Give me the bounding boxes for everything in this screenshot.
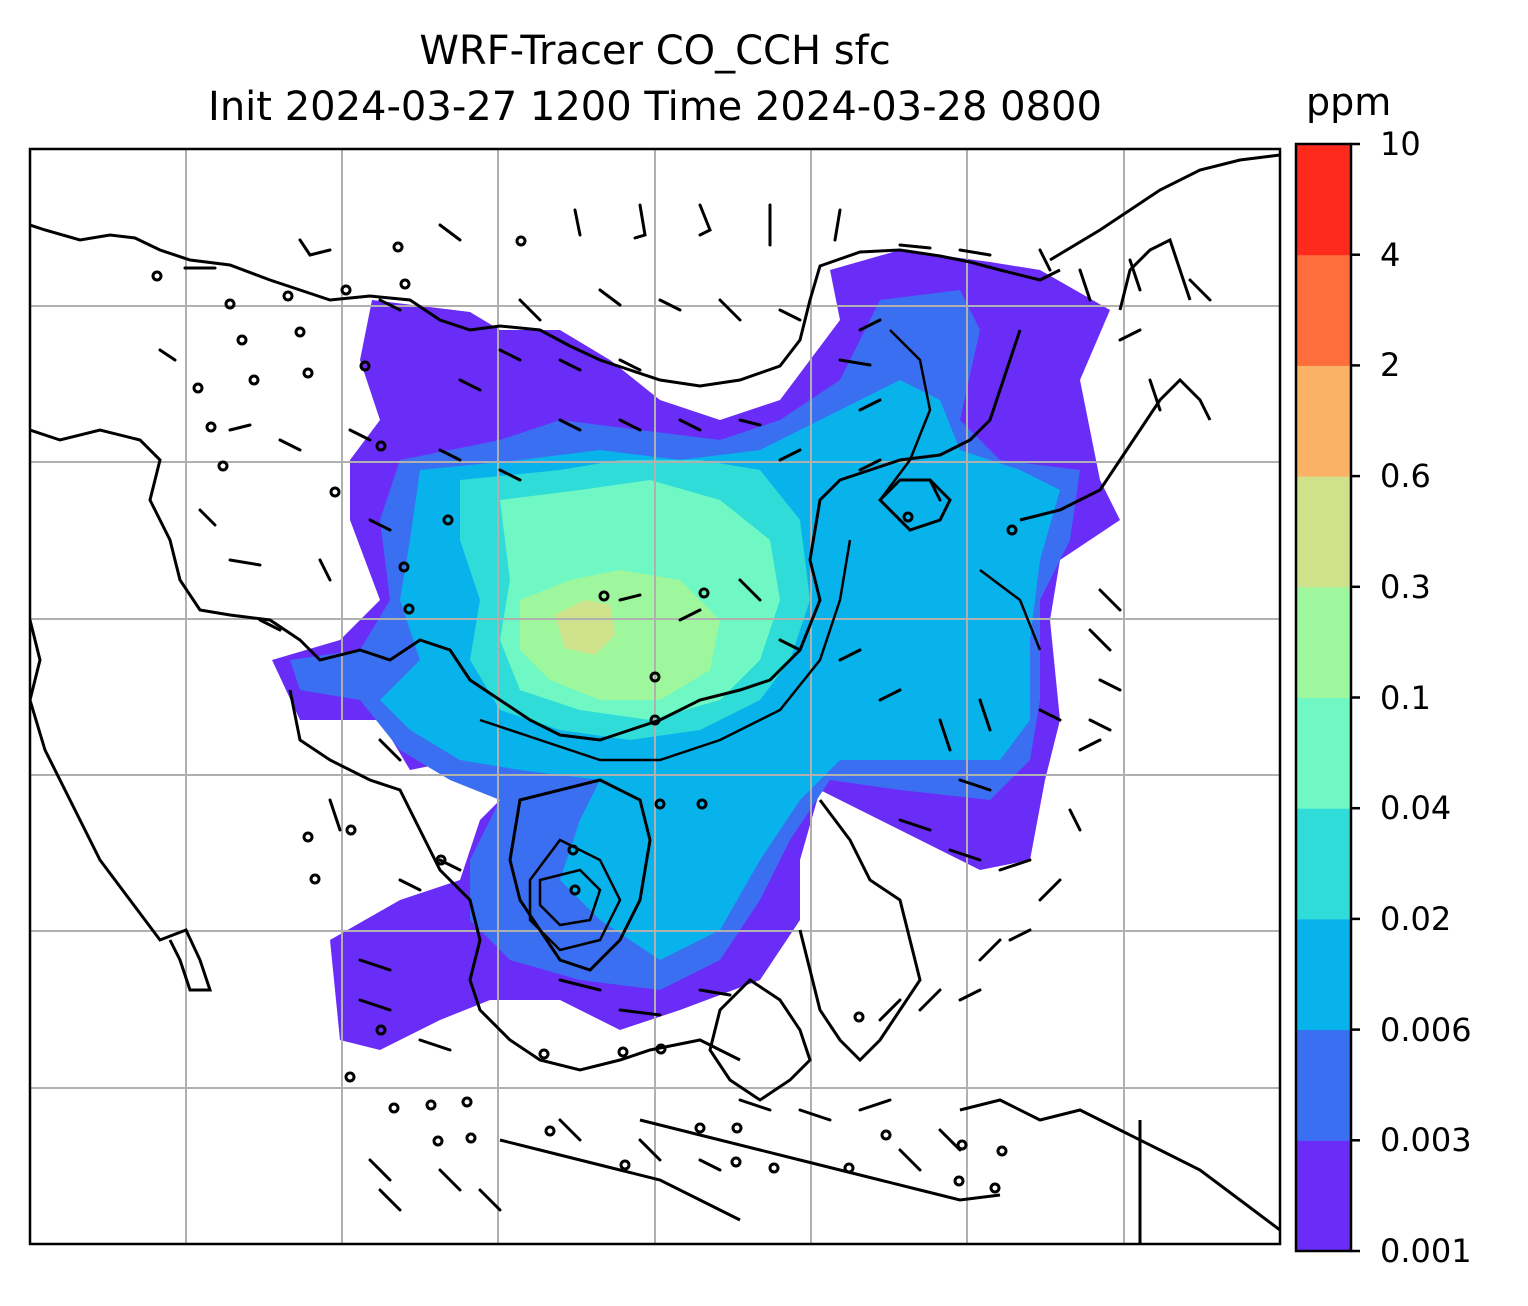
colorbar-segment — [1296, 808, 1351, 920]
colorbar-tick-label: 0.02 — [1380, 899, 1452, 938]
colorbar-segment — [1296, 697, 1351, 809]
wind-barbs — [158, 203, 1212, 1212]
colorbar-tick-label: 0.003 — [1380, 1121, 1472, 1160]
plume-level-7 — [555, 600, 615, 655]
colorbar-tick-label: 0.04 — [1380, 789, 1452, 828]
map-frame — [28, 147, 1282, 1246]
colorbar-segment — [1296, 1029, 1351, 1141]
colorbar-tick-label: 0.3 — [1380, 567, 1431, 606]
colorbar-segment — [1296, 144, 1351, 256]
colorbar-tick-label: 0.006 — [1380, 1010, 1472, 1049]
map-title-line1: WRF-Tracer CO_CCH sfc — [419, 28, 891, 74]
calm-wind-markers — [151, 235, 1018, 1194]
colorbar-segment — [1296, 918, 1351, 1031]
colorbar-unit: ppm — [1306, 80, 1392, 124]
colorbar-tick-label: 0.6 — [1380, 457, 1431, 496]
concentration-field — [272, 250, 1120, 1050]
colorbar-segment — [1296, 586, 1351, 698]
colorbar-tick-label: 10 — [1380, 125, 1421, 163]
colorbar-tick-label: 0.001 — [1380, 1232, 1472, 1270]
coastlines — [30, 153, 1280, 1244]
colorbar-tick-label: 2 — [1380, 346, 1401, 385]
colorbar-tick-label: 0.1 — [1380, 678, 1431, 717]
plume-level-6 — [520, 570, 720, 700]
gridlines — [30, 149, 1280, 1244]
colorbar-tick-label: 4 — [1380, 235, 1401, 274]
colorbar — [1294, 142, 1360, 1253]
colorbar-segment — [1296, 476, 1351, 588]
colorbar-segment — [1296, 1140, 1351, 1252]
contour-lines — [479, 329, 1042, 952]
map-title-line2: Init 2024-03-27 1200 Time 2024-03-28 080… — [208, 84, 1102, 130]
colorbar-segment — [1296, 254, 1351, 366]
colorbar-segment — [1296, 365, 1351, 477]
